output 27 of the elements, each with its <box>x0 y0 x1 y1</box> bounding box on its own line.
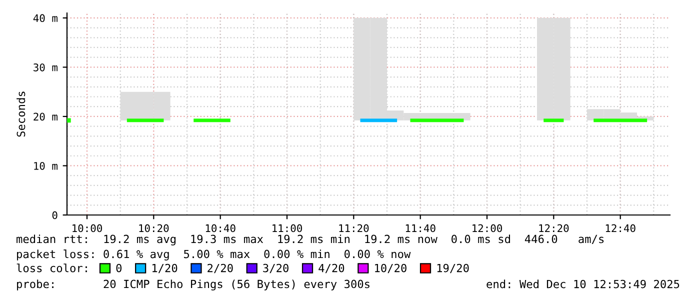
y-tick-label: 30 m <box>34 63 58 72</box>
y-axis-title: Seconds <box>16 92 26 137</box>
x-tick-label: 11:00 <box>272 224 302 232</box>
x-tick-label: 12:40 <box>606 224 636 232</box>
legend-label: 3/20 <box>263 264 288 274</box>
y-tick-label: 0 <box>52 211 58 220</box>
x-tick-label: 12:20 <box>539 224 569 232</box>
text: probe: 20 ICMP Echo Pings (56 Bytes) every 300s <box>17 280 370 290</box>
legend-label: 19/20 <box>437 264 469 274</box>
y-tick-label: 10 m <box>34 162 58 170</box>
y-tick-label: 20 m <box>34 112 58 121</box>
x-tick-label: 12:00 <box>472 224 502 232</box>
y-tick-label: 40 m <box>33 14 58 22</box>
legend-label: 1/20 <box>152 264 178 274</box>
text: median rtt: 19.2 ms avg 19.3 ms max 19.2 ms min 19.2 ms now 0.0 ms sd 446.0 am/s <box>16 234 604 246</box>
legend-label: 4/20 <box>318 264 344 274</box>
legend-label: 0 <box>116 264 122 272</box>
x-tick-label: 11:20 <box>339 224 369 232</box>
x-tick-label: 11:40 <box>406 224 436 232</box>
text: end: Wed Dec 10 12:53:49 2025 <box>486 280 680 288</box>
x-tick-label: 10:20 <box>139 224 169 232</box>
legend-label: 2/20 <box>208 264 233 274</box>
x-tick-label: 10:00 <box>72 224 102 232</box>
text: packet loss: 0.61 % avg 5.00 % max 0.00 % min 0.00 % now <box>17 250 411 260</box>
x-tick-label: 10:40 <box>206 224 236 232</box>
legend-title: loss color: <box>16 264 87 272</box>
legend-label: 10/20 <box>375 264 406 274</box>
